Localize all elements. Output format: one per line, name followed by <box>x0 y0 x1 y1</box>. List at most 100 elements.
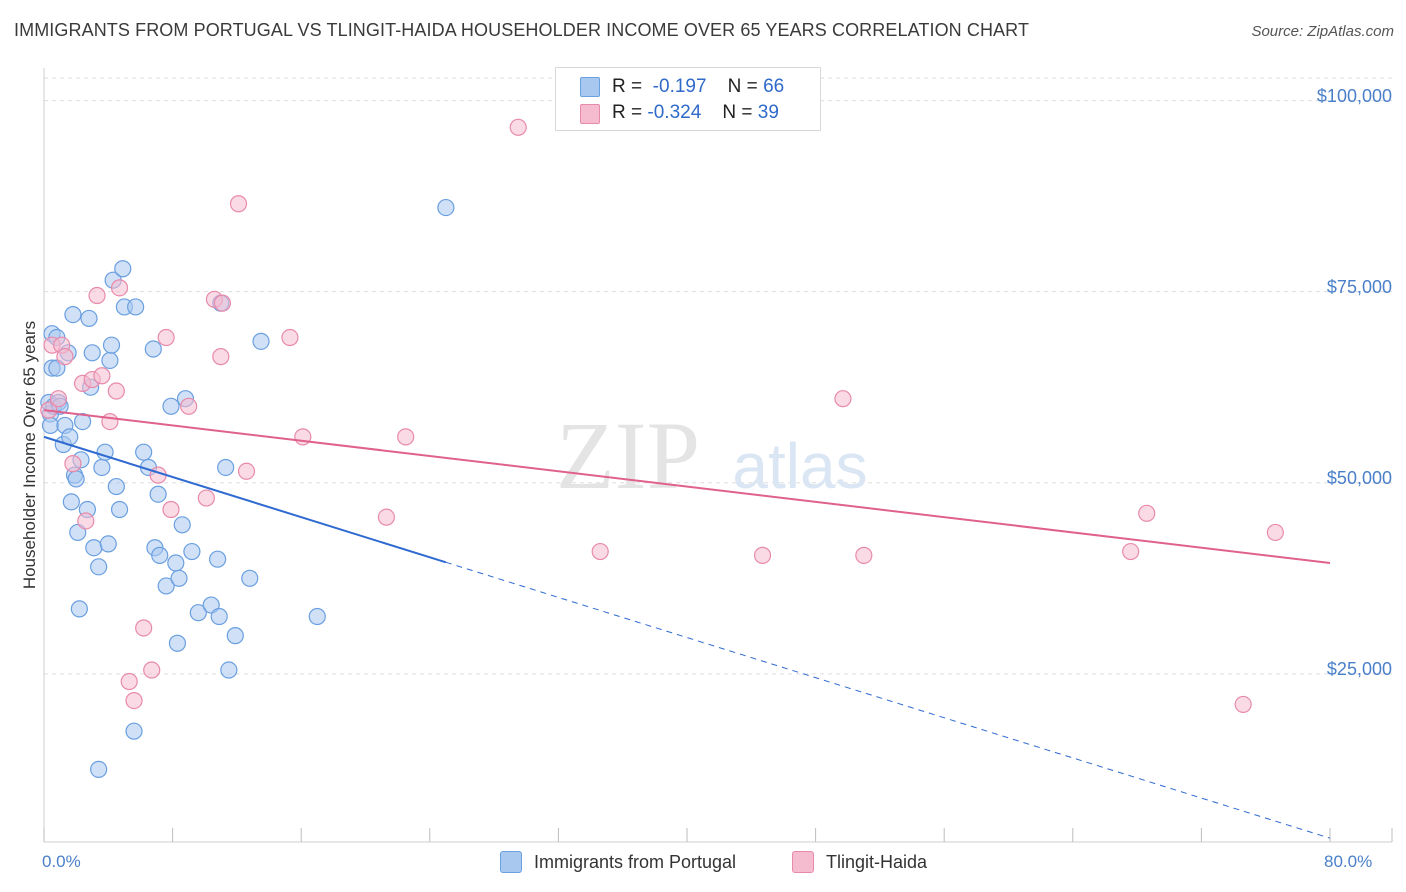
point-portugal <box>173 516 191 534</box>
point-portugal <box>101 351 119 370</box>
point-tlingit <box>101 413 119 431</box>
point-portugal <box>170 569 188 587</box>
point-tlingit <box>49 390 68 408</box>
source-label: Source: ZipAtlas.com <box>1251 23 1394 40</box>
x-tick-max: 80.0% <box>1324 852 1373 871</box>
correlation-legend: R = -0.197 N = 66 R = -0.324 N = 39 <box>555 67 821 131</box>
point-tlingit <box>1266 523 1284 542</box>
legend-swatch-portugal <box>580 77 600 97</box>
legend-n-tlingit: 39 <box>757 102 779 123</box>
point-portugal <box>73 413 92 431</box>
point-portugal <box>217 458 235 477</box>
point-tlingit <box>88 286 106 305</box>
y-tick-75000: $75,000 <box>1326 277 1392 297</box>
point-tlingit <box>162 500 180 519</box>
trend-line-tlingit <box>43 409 1331 565</box>
point-tlingit <box>93 367 111 385</box>
point-portugal <box>64 305 82 324</box>
legend-swatch-tlingit <box>580 104 600 124</box>
bottom-legend-swatch-tlingit <box>792 851 814 873</box>
point-tlingit <box>1122 542 1140 561</box>
bottom-legend-portugal: Immigrants from Portugal <box>500 851 737 873</box>
point-portugal <box>125 722 143 740</box>
point-portugal <box>135 443 153 461</box>
y-tick-50000: $50,000 <box>1326 468 1392 488</box>
point-tlingit <box>591 542 609 561</box>
point-portugal <box>67 470 85 488</box>
point-portugal <box>437 198 455 217</box>
trend-line-portugal <box>43 435 447 564</box>
point-tlingit <box>753 546 772 564</box>
point-portugal <box>144 340 162 358</box>
point-tlingit <box>855 546 873 564</box>
point-portugal <box>168 634 187 652</box>
point-portugal <box>114 260 132 278</box>
legend-r-tlingit: -0.324 <box>647 102 702 123</box>
chart-title: IMMIGRANTS FROM PORTUGAL VS TLINGIT-HAID… <box>14 20 1030 40</box>
point-portugal <box>220 661 238 679</box>
point-portugal <box>41 416 60 435</box>
point-tlingit <box>509 118 527 136</box>
point-tlingit <box>281 328 299 347</box>
point-tlingit <box>125 691 143 710</box>
point-tlingit <box>110 279 129 297</box>
point-portugal <box>85 539 103 557</box>
y-tick-25000: $25,000 <box>1326 659 1392 679</box>
point-portugal <box>62 493 80 511</box>
point-portugal <box>93 458 111 477</box>
point-tlingit <box>143 661 161 679</box>
point-portugal <box>209 550 227 568</box>
point-tlingit <box>229 195 248 213</box>
point-portugal <box>210 607 228 626</box>
point-portugal <box>189 604 207 622</box>
point-portugal <box>90 760 108 778</box>
point-tlingit <box>213 294 232 312</box>
point-portugal <box>162 397 180 415</box>
point-portugal <box>183 542 201 561</box>
point-portugal <box>157 577 175 595</box>
y-tick-100000: $100,000 <box>1316 86 1392 106</box>
point-tlingit <box>157 328 175 347</box>
x-tick-min: 0.0% <box>42 852 81 871</box>
point-portugal <box>151 546 169 564</box>
point-portugal <box>90 558 108 576</box>
point-tlingit <box>834 390 852 408</box>
bottom-legend-swatch-portugal <box>500 851 522 873</box>
trend-line-portugal-extrapolated <box>445 561 1331 839</box>
point-tlingit <box>180 397 198 415</box>
point-portugal <box>99 535 117 553</box>
point-portugal <box>83 344 101 362</box>
point-tlingit <box>56 348 74 366</box>
watermark-atlas: atlas <box>732 430 867 502</box>
watermark: ZIP atlas <box>556 402 868 509</box>
point-tlingit <box>212 348 230 366</box>
point-tlingit <box>120 672 138 691</box>
point-portugal <box>252 332 270 350</box>
point-tlingit <box>135 619 153 637</box>
point-portugal <box>127 298 145 316</box>
point-portugal <box>308 607 326 626</box>
point-tlingit <box>377 508 395 526</box>
point-portugal <box>110 500 129 519</box>
point-tlingit <box>197 489 215 507</box>
point-tlingit <box>64 455 82 473</box>
point-portugal <box>102 336 121 354</box>
legend-n-portugal: 66 <box>763 76 785 97</box>
bottom-legend-label-tlingit: Tlingit-Haida <box>826 852 928 872</box>
legend-r-portugal: -0.197 <box>652 76 707 97</box>
point-portugal <box>226 627 244 645</box>
point-tlingit <box>107 382 125 400</box>
point-portugal <box>80 309 98 328</box>
bottom-legend-label-portugal: Immigrants from Portugal <box>534 852 737 872</box>
point-tlingit <box>77 512 95 530</box>
bottom-legend-tlingit: Tlingit-Haida <box>792 851 928 873</box>
point-tlingit <box>1234 695 1252 714</box>
watermark-zip: ZIP <box>556 402 700 509</box>
data-points <box>40 118 1284 778</box>
point-portugal <box>107 477 125 496</box>
legend-row-portugal: R = -0.197 N = 66 <box>612 76 785 97</box>
point-portugal <box>149 485 167 503</box>
axes <box>43 68 1393 843</box>
trend-lines <box>43 409 1331 839</box>
